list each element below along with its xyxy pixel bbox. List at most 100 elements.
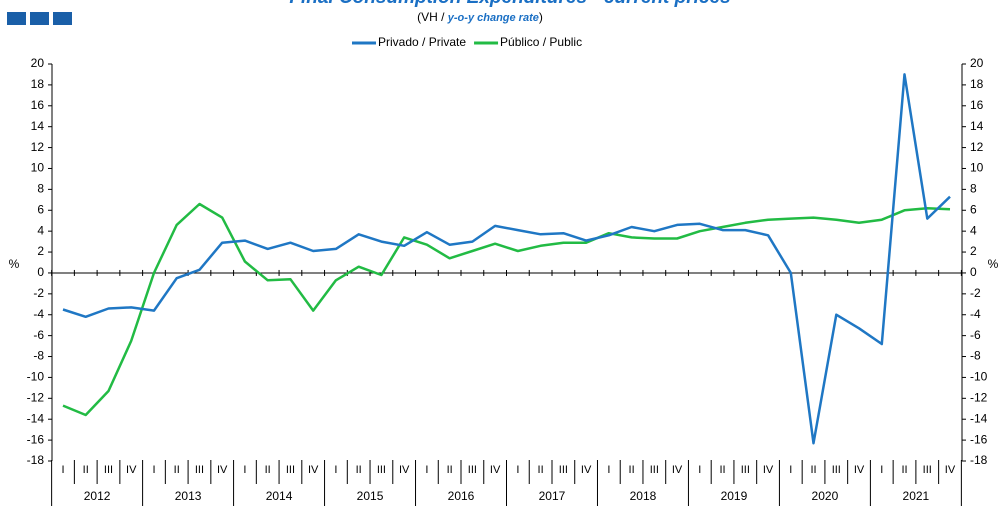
- x-tick-label: IV: [126, 464, 137, 476]
- x-tick-label: I: [880, 464, 883, 476]
- year-label: 2013: [175, 489, 202, 503]
- y-tick-label: 18: [31, 77, 45, 91]
- y2-tick-label: 12: [970, 140, 984, 154]
- y2-tick-label: 16: [970, 98, 984, 112]
- x-tick-label: II: [83, 464, 89, 476]
- chart-title: Final Consumption Expenditures - current…: [289, 0, 730, 8]
- x-tick-label: III: [377, 464, 386, 476]
- y-tick-label: -18: [27, 453, 45, 467]
- x-tick-label: I: [516, 464, 519, 476]
- x-tick-label: II: [901, 464, 907, 476]
- legend-label: Privado / Private: [378, 35, 466, 49]
- x-tick-label: IV: [490, 464, 501, 476]
- year-label: 2014: [266, 489, 293, 503]
- x-tick-label: I: [61, 464, 64, 476]
- year-label: 2016: [448, 489, 475, 503]
- x-tick-label: III: [741, 464, 750, 476]
- y2-axis-label: %: [988, 257, 999, 271]
- x-tick-label: I: [607, 464, 610, 476]
- y-tick-label: -16: [27, 432, 45, 446]
- x-tick-label: IV: [672, 464, 683, 476]
- year-label: 2019: [721, 489, 748, 503]
- x-tick-label: III: [195, 464, 204, 476]
- y-tick-label: -14: [27, 411, 45, 425]
- y-tick-label: 8: [37, 182, 44, 196]
- series-line: [62, 73, 951, 445]
- y-tick-label: 2: [37, 244, 44, 258]
- x-tick-label: IV: [217, 464, 228, 476]
- subtitle-part: ): [539, 10, 543, 24]
- y2-tick-label: -16: [970, 432, 988, 446]
- logo-block: [30, 12, 49, 25]
- x-tick-label: IV: [945, 464, 956, 476]
- y2-tick-label: 18: [970, 77, 984, 91]
- y-tick-label: 14: [31, 119, 45, 133]
- year-label: 2021: [903, 489, 930, 503]
- x-tick-label: II: [720, 464, 726, 476]
- x-tick-label: IV: [399, 464, 410, 476]
- y-tick-label: -8: [33, 349, 44, 363]
- y-tick-label: 6: [37, 202, 44, 216]
- x-tick-label: I: [243, 464, 246, 476]
- year-label: 2020: [812, 489, 839, 503]
- y2-tick-label: -8: [970, 349, 981, 363]
- y-tick-label: -10: [27, 370, 45, 384]
- x-tick-label: III: [468, 464, 477, 476]
- x-tick-label: III: [104, 464, 113, 476]
- legend-label: Público / Public: [500, 35, 582, 49]
- x-tick-label: IV: [763, 464, 774, 476]
- y2-tick-label: 8: [970, 182, 977, 196]
- x-tick-label: II: [810, 464, 816, 476]
- y-tick-label: 4: [37, 223, 44, 237]
- x-tick-label: II: [265, 464, 271, 476]
- x-tick-label: II: [629, 464, 635, 476]
- x-tick-label: IV: [308, 464, 319, 476]
- y-tick-label: -12: [27, 390, 45, 404]
- x-tick-label: II: [356, 464, 362, 476]
- y2-tick-label: -12: [970, 390, 988, 404]
- y2-tick-label: -6: [970, 328, 981, 342]
- series-line: [62, 202, 951, 417]
- y2-tick-label: 6: [970, 202, 977, 216]
- x-tick-label: III: [650, 464, 659, 476]
- chart-subtitle: (VH / y-o-y change rate): [417, 10, 543, 24]
- x-tick-label: II: [538, 464, 544, 476]
- x-tick-label: II: [447, 464, 453, 476]
- x-tick-label: I: [789, 464, 792, 476]
- x-tick-label: II: [174, 464, 180, 476]
- x-tick-label: I: [334, 464, 337, 476]
- x-tick-label: IV: [854, 464, 865, 476]
- x-tick-label: I: [152, 464, 155, 476]
- y2-tick-label: 0: [970, 265, 977, 279]
- y-tick-label: 0: [37, 265, 44, 279]
- y-tick-label: 12: [31, 140, 45, 154]
- y-axis-label: %: [9, 257, 20, 271]
- subtitle-part: y-o-y change rate: [447, 12, 539, 24]
- y-tick-label: -6: [33, 328, 44, 342]
- x-tick-label: III: [832, 464, 841, 476]
- x-tick-label: III: [559, 464, 568, 476]
- subtitle-part: (VH /: [417, 10, 448, 24]
- x-tick-label: IV: [581, 464, 592, 476]
- year-label: 2015: [357, 489, 384, 503]
- x-tick-label: I: [698, 464, 701, 476]
- x-tick-label: I: [425, 464, 428, 476]
- logo-block: [53, 12, 72, 25]
- y-tick-label: 10: [31, 161, 45, 175]
- year-label: 2017: [539, 489, 566, 503]
- y2-tick-label: -4: [970, 307, 981, 321]
- y2-tick-label: -2: [970, 286, 981, 300]
- y-tick-label: -2: [33, 286, 44, 300]
- y2-tick-label: 14: [970, 119, 984, 133]
- year-label: 2018: [630, 489, 657, 503]
- logo-block: [7, 12, 26, 25]
- y2-tick-label: -14: [970, 411, 988, 425]
- y2-tick-label: 4: [970, 223, 977, 237]
- x-tick-label: III: [286, 464, 295, 476]
- y-tick-label: 20: [31, 56, 45, 70]
- y2-tick-label: 10: [970, 161, 984, 175]
- x-tick-label: III: [923, 464, 932, 476]
- y2-tick-label: -10: [970, 370, 988, 384]
- y2-tick-label: 2: [970, 244, 977, 258]
